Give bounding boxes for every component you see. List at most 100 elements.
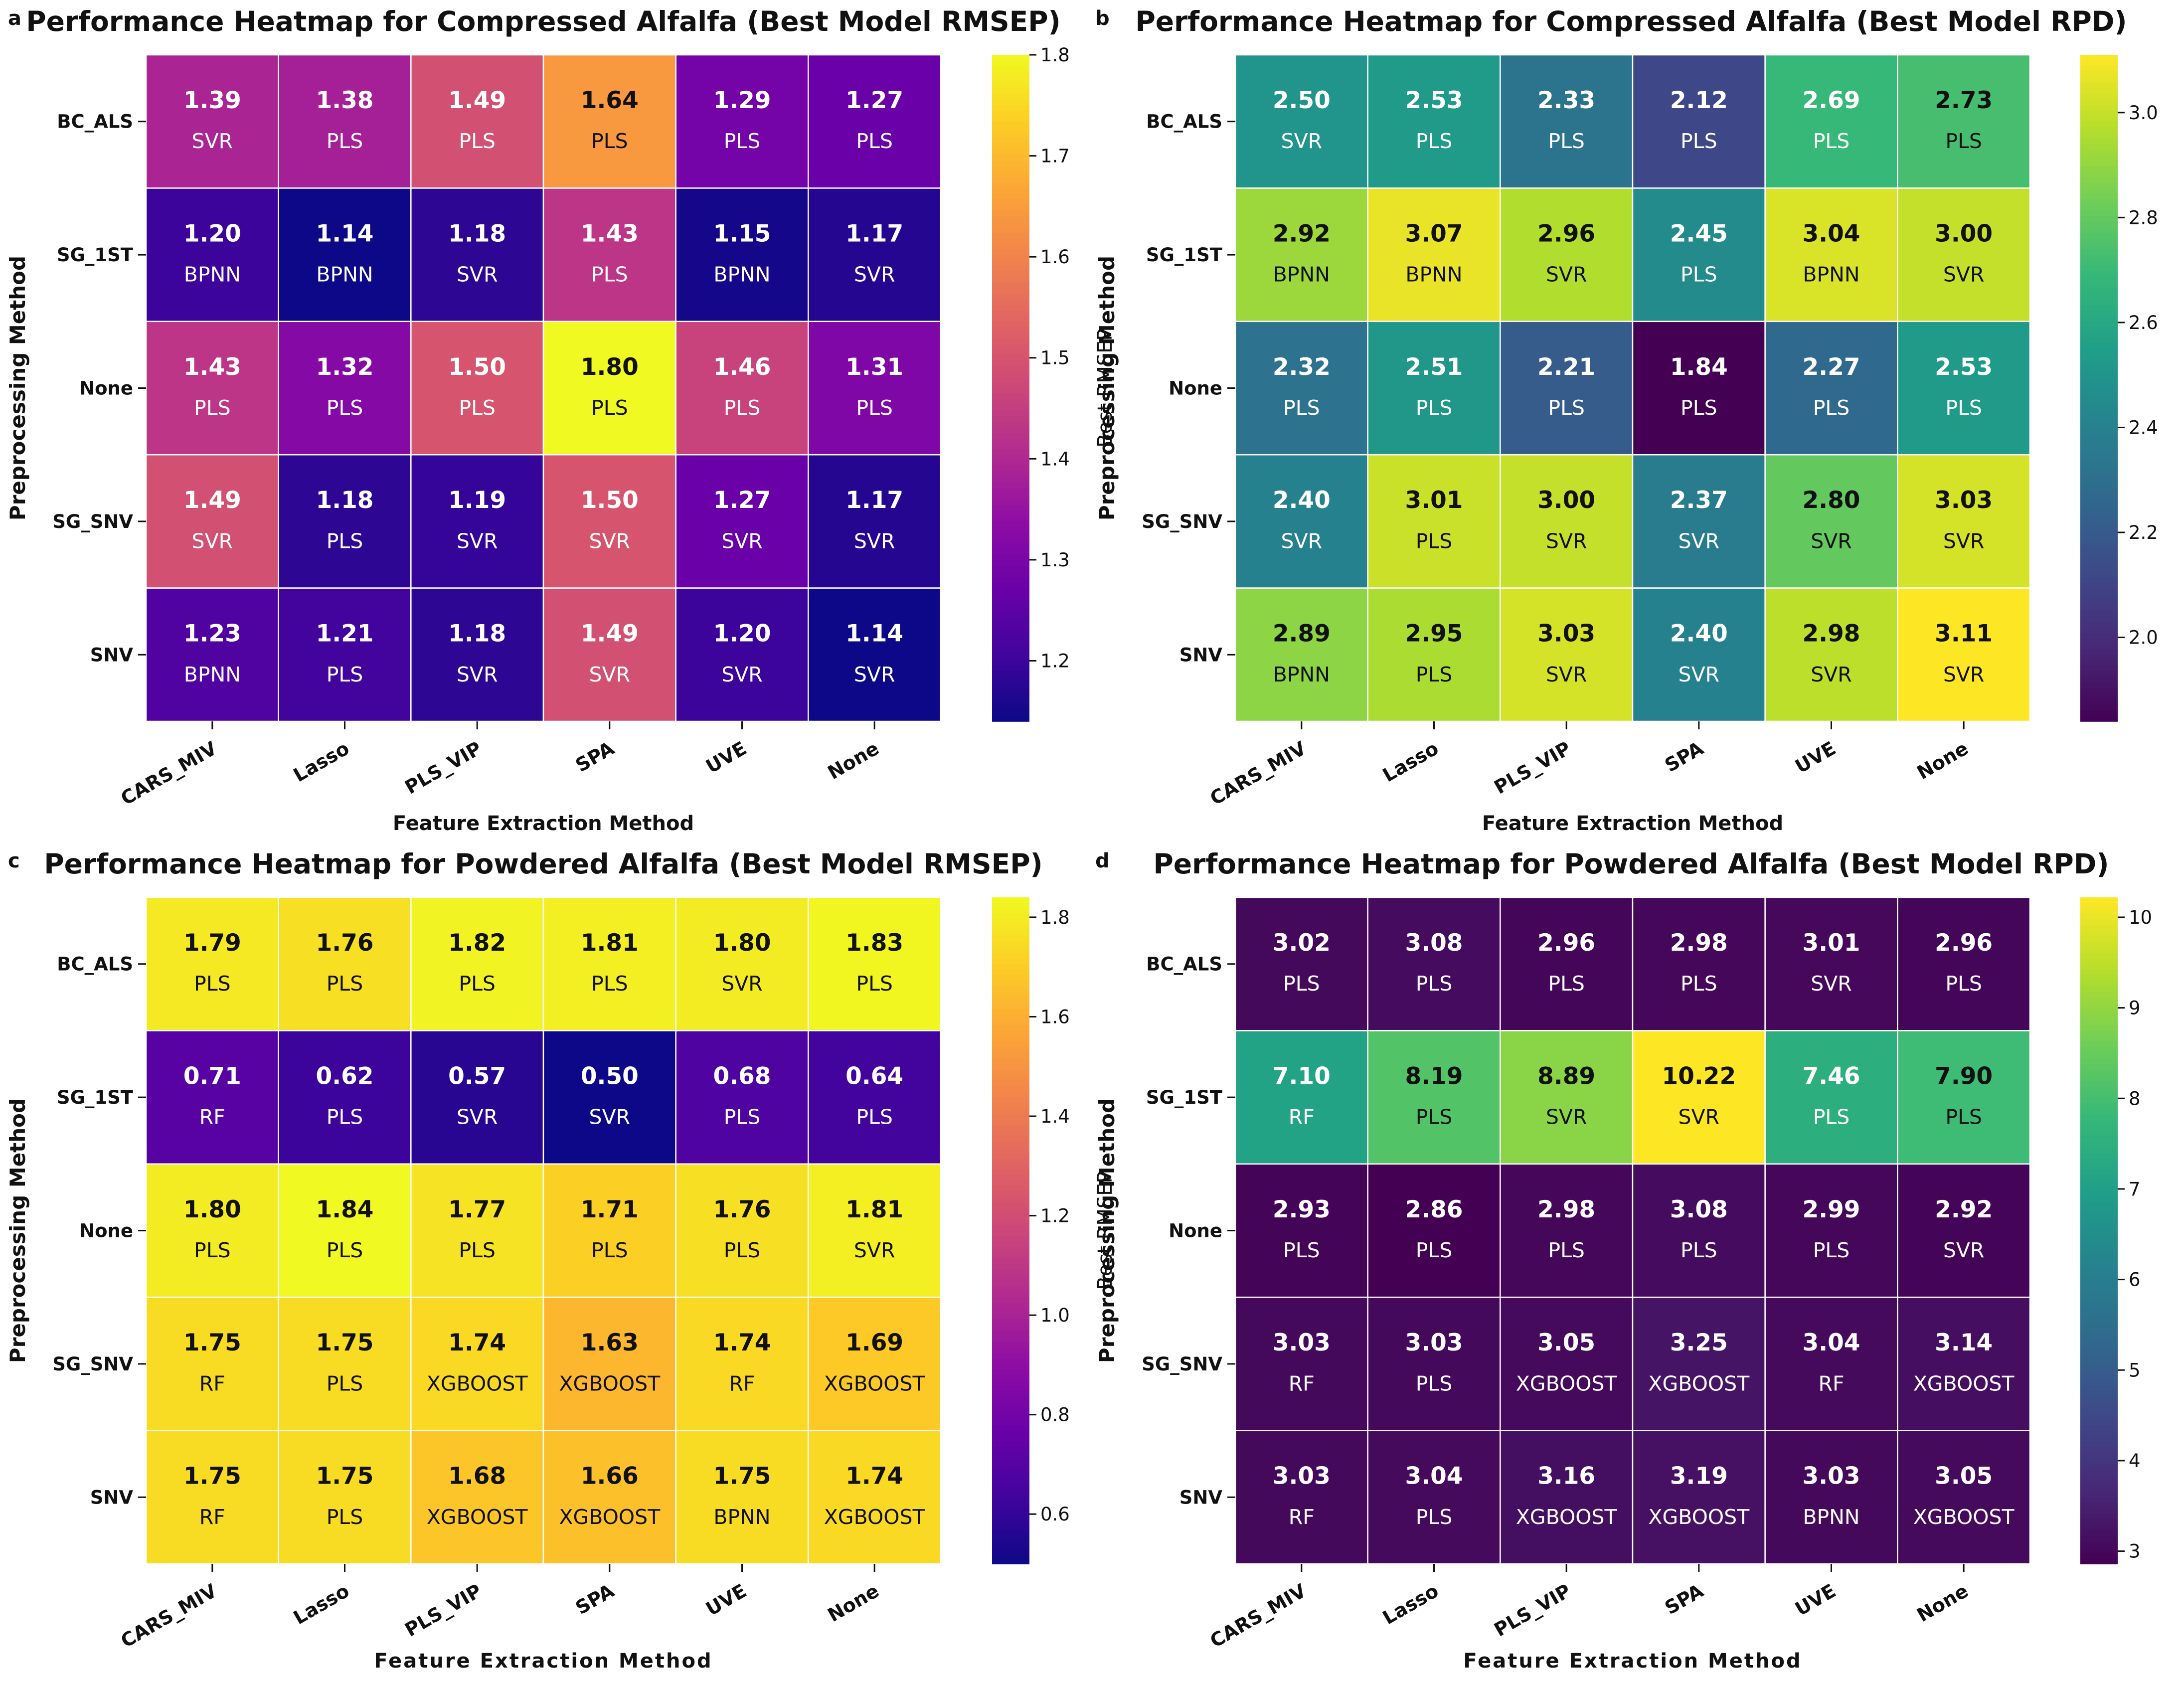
heatmap-cell [1897, 321, 2031, 456]
cell-value-label: 2.53 [1405, 87, 1463, 114]
cell-value-label: 2.98 [1670, 929, 1728, 957]
heatmap-cell [1367, 1430, 1501, 1565]
colorbar-segment [2080, 986, 2118, 993]
colorbar-segment [2080, 1125, 2118, 1131]
y-tick-label: SNV [90, 644, 134, 666]
colorbar-segment [2080, 1136, 2118, 1143]
y-tick-label: BC_ALS [1146, 111, 1222, 133]
cell-model-label: XGBOOST [559, 1505, 661, 1529]
cell-value-label: 1.20 [183, 220, 241, 247]
heatmap-cell [1632, 1163, 1766, 1298]
colorbar-segment [2080, 682, 2118, 688]
colorbar-segment [992, 638, 1029, 644]
colorbar-segment [992, 1041, 1029, 1048]
heatmap-cell [1234, 321, 1368, 456]
heatmap-cell [542, 1296, 676, 1431]
colorbar-segment [2080, 199, 2118, 205]
colorbar-segment [2080, 1380, 2118, 1387]
colorbar-segment [2080, 255, 2118, 261]
cell-model-label: PLS [327, 529, 363, 553]
cell-value-label: 1.80 [581, 353, 639, 381]
heatmap-cell [1632, 454, 1766, 589]
heatmap-cell [410, 587, 544, 722]
colorbar-segment [992, 1292, 1029, 1298]
colorbar-segment [992, 360, 1029, 366]
cell-model-label: XGBOOST [559, 1371, 661, 1395]
colorbar-segment [992, 1492, 1029, 1498]
heatmap-cell [1500, 54, 1634, 189]
colorbar-segment [992, 216, 1029, 222]
colorbar-segment [2080, 1391, 2118, 1398]
cell-model-label: SVR [589, 1105, 631, 1129]
cell-model-label: RF [199, 1505, 225, 1529]
colorbar-segment [992, 1219, 1029, 1226]
cell-model-label: PLS [1416, 1371, 1453, 1395]
colorbar-segment [2080, 404, 2118, 411]
heatmap-cell [675, 1030, 809, 1165]
cell-model-label: BPNN [1273, 263, 1330, 287]
colorbar-segment [2080, 1153, 2118, 1159]
colorbar-segment [2080, 1230, 2118, 1237]
heatmap-cell [808, 1030, 942, 1165]
colorbar-segment [992, 1225, 1029, 1231]
cell-model-label: RF [1818, 1371, 1844, 1395]
colorbar-segment [2080, 399, 2118, 405]
cell-value-label: 1.49 [581, 620, 639, 648]
colorbar-segment [2080, 393, 2118, 400]
heatmap-cell [1500, 1296, 1634, 1431]
colorbar-tick-label: 1.2 [1040, 1205, 1070, 1227]
cell-model-label: PLS [1680, 129, 1717, 153]
colorbar-segment [2080, 1297, 2118, 1304]
colorbar-segment [2080, 121, 2118, 128]
heatmap-cell [410, 1296, 544, 1431]
y-tick-label: BC_ALS [1146, 954, 1222, 975]
cell-model-label: SVR [1546, 663, 1587, 686]
colorbar-segment [2080, 1514, 2118, 1520]
heatmap-cell [410, 321, 544, 456]
heatmap-cell [145, 896, 279, 1031]
colorbar-segment [992, 188, 1029, 194]
cell-model-label: XGBOOST [824, 1505, 926, 1529]
heatmap-cell [1234, 1163, 1368, 1298]
colorbar-segment [992, 666, 1029, 672]
cell-model-label: PLS [1813, 1105, 1850, 1129]
cell-model-label: PLS [1416, 529, 1453, 553]
heatmap-cell [675, 54, 809, 189]
colorbar-segment [2080, 1419, 2118, 1426]
heatmap-cell [1632, 1030, 1766, 1165]
colorbar-segment [992, 421, 1029, 428]
colorbar-segment [2080, 93, 2118, 100]
cell-model-label: PLS [724, 129, 761, 153]
colorbar-segment [2080, 1175, 2118, 1181]
colorbar-segment [992, 132, 1029, 139]
cell-value-label: 1.21 [316, 620, 374, 648]
cell-model-label: PLS [724, 1105, 761, 1129]
cell-model-label: SVR [589, 663, 631, 686]
heatmap-cell [1234, 54, 1368, 189]
colorbar-segment [992, 1453, 1029, 1459]
colorbar-segment [992, 1258, 1029, 1265]
y-tick-label: SG_1ST [1146, 244, 1223, 266]
cell-value-label: 2.37 [1670, 487, 1728, 514]
colorbar-segment [992, 1447, 1029, 1453]
cell-value-label: 2.95 [1405, 620, 1463, 648]
colorbar-segment [992, 936, 1029, 942]
colorbar-segment [992, 1514, 1029, 1520]
cell-model-label: PLS [591, 263, 628, 287]
colorbar-segment [992, 338, 1029, 344]
colorbar-segment [992, 199, 1029, 205]
cell-model-label: PLS [1416, 1105, 1453, 1129]
colorbar-segment [2080, 975, 2118, 981]
heatmap-cell [145, 321, 279, 456]
cell-value-label: 1.79 [183, 929, 241, 957]
colorbar-segment [992, 1480, 1029, 1487]
colorbar-segment [2080, 1436, 2118, 1442]
colorbar-segment [2080, 1336, 2118, 1343]
colorbar-segment [992, 1530, 1029, 1537]
colorbar-segment [2080, 188, 2118, 194]
colorbar-segment [992, 171, 1029, 177]
colorbar-segment [992, 1486, 1029, 1492]
cell-model-label: SVR [854, 529, 895, 553]
colorbar-tick-label: 1.4 [1040, 448, 1070, 470]
colorbar-segment [992, 1103, 1029, 1109]
